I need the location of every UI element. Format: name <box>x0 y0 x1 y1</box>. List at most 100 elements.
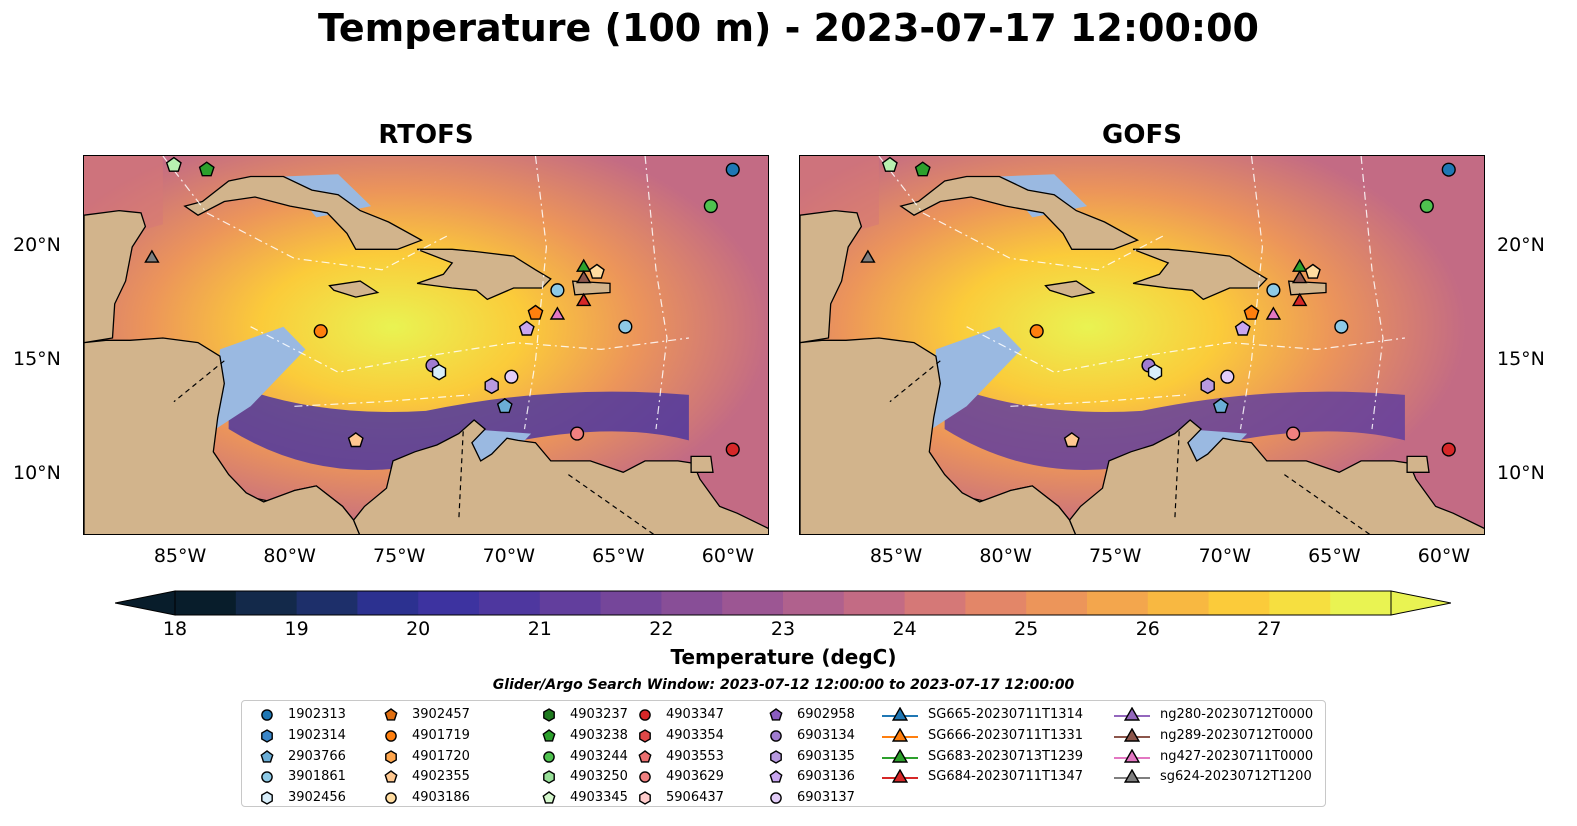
legend-label: 1902313 <box>288 707 346 722</box>
legend-label: SG666-20230711T1331 <box>928 727 1084 743</box>
legend-label: 4901720 <box>412 748 470 764</box>
country-border <box>173 360 225 403</box>
legend-marker-hexagon <box>543 708 555 722</box>
landmass <box>1068 419 1484 534</box>
landmass <box>1132 248 1268 301</box>
map-gofs <box>799 155 1485 535</box>
legend-label: 4901719 <box>412 727 470 743</box>
marker-4903238 <box>914 161 931 177</box>
marker-4903345 <box>165 156 182 172</box>
marker-4903244 <box>1419 198 1434 214</box>
marker-3901861 <box>1266 283 1281 298</box>
lon-label: 65°W <box>1308 545 1361 567</box>
legend-label: SG665-20230711T1314 <box>928 707 1084 722</box>
colorbar-extend-high <box>1390 590 1451 616</box>
legend-float-icon <box>770 792 782 804</box>
marker-6903137 <box>504 369 519 384</box>
legend-label: 4903553 <box>666 748 724 764</box>
legend-label: 6903134 <box>797 727 855 743</box>
eez-boundary <box>878 156 1165 271</box>
legend-label: SG684-20230711T1347 <box>928 769 1084 785</box>
colorbar-bin <box>175 591 237 615</box>
legend-marker-hexagon <box>639 791 651 805</box>
legend-float-icon <box>261 791 273 805</box>
marker-3902457 <box>527 304 544 320</box>
colorbar-bin <box>296 591 358 615</box>
legend-float-icon <box>385 729 397 742</box>
colorbar-bin <box>783 591 845 615</box>
colorbar-tick-label: 25 <box>1014 618 1039 640</box>
legend-float-icon <box>770 749 782 764</box>
legend-marker-triangle <box>1114 748 1150 763</box>
marker-SG684-20230711T1347 <box>575 292 592 307</box>
lat-label: 15°N <box>1497 347 1545 370</box>
legend-label: 6902958 <box>797 707 855 722</box>
legend-label: 4903244 <box>570 748 628 764</box>
colorbar-bin <box>1087 591 1149 615</box>
legend-marker-hexagon <box>639 728 651 743</box>
legend: 1902313 1902314 2903766 3901861 3902456 39024… <box>241 700 1326 807</box>
colorbar-tick-label: 20 <box>406 618 431 640</box>
marker-4902355 <box>1063 432 1080 448</box>
legend-marker-pentagon <box>769 770 783 783</box>
eez-boundary <box>523 156 548 430</box>
lat-label: 15°N <box>13 347 61 370</box>
legend-label: ng280-20230712T0000 <box>1160 707 1314 722</box>
landmass <box>183 175 424 250</box>
shallow-shelf <box>215 326 306 430</box>
legend-label: 3901861 <box>288 769 346 785</box>
legend-label: sg624-20230712T1200 <box>1160 769 1312 785</box>
legend-float-icon <box>770 729 782 742</box>
legend-float-icon <box>638 749 652 763</box>
legend-marker-pentagon <box>769 708 783 721</box>
colorbar-bin <box>539 591 602 615</box>
eez-boundary <box>966 326 1405 373</box>
colorbar-bin <box>1269 591 1331 615</box>
legend-label: 2903766 <box>288 748 346 764</box>
legend-label: 1902314 <box>288 727 346 743</box>
legend-marker-pentagon <box>384 708 398 721</box>
cool-water-region <box>228 383 689 471</box>
marker-4901719 <box>1029 324 1044 339</box>
legend-marker-triangle <box>882 707 918 721</box>
marker-4903238 <box>198 161 215 177</box>
marker-4903347 <box>725 442 740 457</box>
eez-boundary <box>1010 394 1186 407</box>
legend-marker-hexagon <box>261 728 273 743</box>
colorbar-bin <box>1330 591 1392 615</box>
colorbar <box>115 590 1451 616</box>
legend-marker-triangle <box>882 769 918 784</box>
legend-float-icon <box>542 728 556 742</box>
landmass <box>84 209 147 344</box>
legend-glider-icon <box>1123 727 1141 742</box>
legend-glider-icon <box>891 748 909 763</box>
marker-6903136 <box>1234 320 1251 336</box>
map-rtofs <box>83 155 769 535</box>
legend-marker-pentagon <box>260 749 274 763</box>
marker-4903345 <box>881 156 898 172</box>
panel-title-gofs: GOFS <box>1102 120 1182 150</box>
legend-label: 4903345 <box>570 790 628 806</box>
lon-label: 65°W <box>592 545 645 567</box>
marker-4901719 <box>313 324 328 339</box>
legend-float-icon <box>260 749 274 763</box>
marker-6903135 <box>484 377 499 395</box>
legend-marker-triangle <box>1114 727 1150 742</box>
legend-label: 4903347 <box>666 707 724 722</box>
legend-marker-circle <box>385 792 397 804</box>
marker-6903135 <box>1200 377 1215 395</box>
map-canvas-gofs <box>800 156 1484 534</box>
legend-marker-hexagon <box>385 749 397 764</box>
legend-float-icon <box>261 709 273 721</box>
legend-float-icon <box>261 771 273 784</box>
legend-label: SG683-20230713T1239 <box>928 748 1084 764</box>
lon-label: 80°W <box>979 545 1032 567</box>
marker-1902314 <box>1334 319 1349 334</box>
colorbar-tick-label: 24 <box>892 618 917 640</box>
legend-glider-icon <box>1123 748 1141 763</box>
legend-label: 4903237 <box>570 707 628 722</box>
eez-boundary <box>250 326 689 373</box>
colorbar-tick-label: 23 <box>770 618 796 640</box>
lat-label: 10°N <box>1497 461 1545 484</box>
legend-marker-triangle <box>882 748 918 763</box>
